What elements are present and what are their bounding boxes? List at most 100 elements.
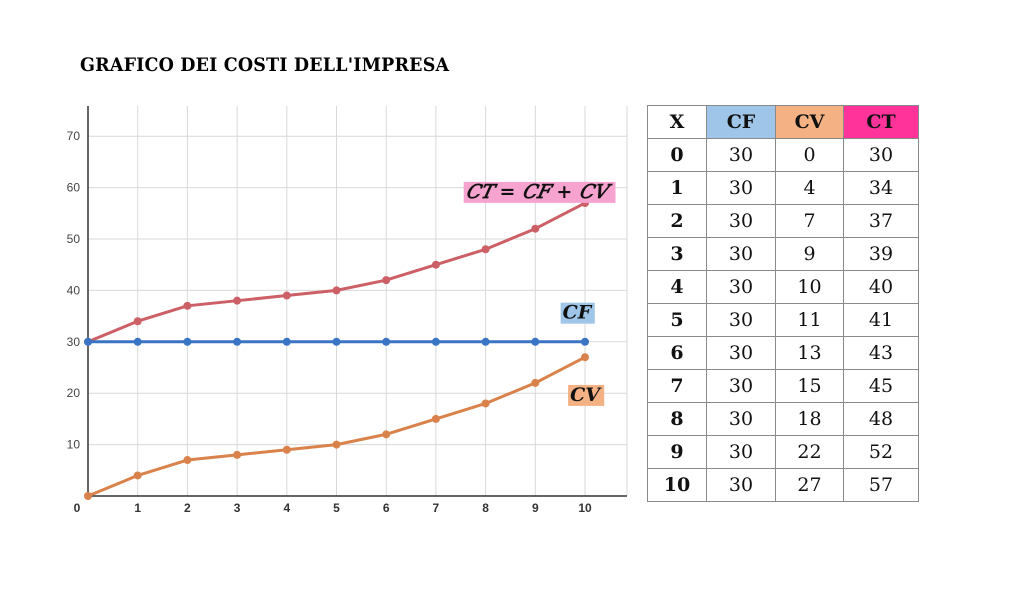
- header-ct: CT: [843, 105, 919, 139]
- data-point-ct: [382, 276, 391, 285]
- table-row: 1 30 4 34: [647, 171, 919, 205]
- y-tick-label: 20: [67, 386, 81, 400]
- data-point-cv: [531, 378, 540, 387]
- data-point-ct: [133, 317, 142, 326]
- annotation-text: 𝐶𝑇 = 𝐶𝐹 + 𝐶𝑉: [466, 181, 614, 203]
- table-row: 5 30 11 41: [647, 303, 919, 337]
- x-tick-label: 5: [333, 501, 340, 515]
- data-point-cv: [332, 440, 341, 449]
- data-point-cv: [282, 445, 291, 454]
- cell-x: 0: [647, 138, 707, 172]
- cell-cv: 22: [775, 435, 844, 469]
- table-row: 4 30 10 40: [647, 270, 919, 304]
- data-point-cf: [233, 337, 242, 346]
- table-body: 0 30 0 30 1 30 4 34 2 30 7 37 3 30 9 39 4 30 10 40 5 30 11 41 6 3…: [647, 138, 919, 502]
- cost-chart: 10 20 30 40 50 60 70 0 1 2 3 4 5 6 7 8 9 10 𝐶𝑇 = 𝐶𝐹 + 𝐶𝑉 𝑪𝑭…: [67, 106, 628, 515]
- x-tick-label: 2: [184, 501, 191, 515]
- data-point-ct: [282, 291, 291, 300]
- cell-x: 2: [647, 204, 707, 238]
- cell-ct: 39: [843, 237, 919, 271]
- table-row: 10 30 27 57: [647, 468, 919, 502]
- cell-cv: 18: [775, 402, 844, 436]
- y-tick-label: 50: [67, 232, 81, 246]
- cell-x: 3: [647, 237, 707, 271]
- data-point-cv: [133, 471, 142, 480]
- cell-cv: 11: [775, 303, 844, 337]
- cell-cv: 15: [775, 369, 844, 403]
- cell-ct: 43: [843, 336, 919, 370]
- page-title: GRAFICO DEI COSTI DELL'IMPRESA: [80, 54, 450, 76]
- data-point-cf: [84, 337, 92, 346]
- cell-cf: 30: [706, 336, 776, 370]
- cell-ct: 30: [843, 138, 919, 172]
- x-tick-label: 10: [578, 501, 592, 515]
- cell-cv: 10: [775, 270, 844, 304]
- data-point-cv: [233, 450, 242, 459]
- annotation-ct: 𝐶𝑇 = 𝐶𝐹 + 𝐶𝑉: [463, 181, 616, 203]
- cell-cf: 30: [706, 204, 776, 238]
- data-point-cf: [581, 337, 589, 346]
- table-header-row: X CF CV CT: [647, 105, 919, 139]
- cell-x: 10: [647, 468, 707, 502]
- table-row: 7 30 15 45: [647, 369, 919, 403]
- cell-cv: 9: [775, 237, 844, 271]
- cell-cf: 30: [706, 138, 776, 172]
- header-cv: CV: [775, 105, 844, 139]
- annotation-bg: [560, 302, 595, 324]
- data-point-cf: [531, 337, 540, 346]
- cell-cf: 30: [706, 270, 776, 304]
- data-point-cf: [431, 337, 440, 346]
- data-point-cv: [183, 456, 192, 465]
- data-point-cv: [382, 430, 391, 439]
- data-point-cf: [382, 337, 391, 346]
- x-tick-label: 0: [74, 501, 81, 515]
- data-point-ct: [233, 296, 242, 305]
- data-point-ct: [183, 301, 192, 310]
- y-tick-label: 60: [67, 181, 81, 195]
- cell-cf: 30: [706, 171, 776, 205]
- table-row: 0 30 0 30: [647, 138, 919, 172]
- cell-x: 4: [647, 270, 707, 304]
- data-point-cf: [282, 337, 291, 346]
- cell-cv: 4: [775, 171, 844, 205]
- cell-ct: 48: [843, 402, 919, 436]
- table-row: 2 30 7 37: [647, 204, 919, 238]
- data-point-ct: [531, 224, 540, 233]
- y-tick-label: 10: [67, 438, 81, 452]
- data-point-cf: [133, 337, 142, 346]
- x-tick-label: 3: [234, 501, 241, 515]
- table-row: 8 30 18 48: [647, 402, 919, 436]
- cell-cv: 0: [775, 138, 844, 172]
- cell-ct: 41: [843, 303, 919, 337]
- x-tick-label: 4: [283, 501, 290, 515]
- cell-cf: 30: [706, 369, 776, 403]
- y-tick-label: 70: [67, 129, 81, 143]
- cell-x: 9: [647, 435, 707, 469]
- cell-cv: 7: [775, 204, 844, 238]
- cell-ct: 40: [843, 270, 919, 304]
- y-tick-label: 40: [67, 283, 81, 297]
- cell-x: 6: [647, 336, 707, 370]
- cell-cv: 27: [775, 468, 844, 502]
- annotation-cv: 𝑪𝑽: [568, 384, 605, 406]
- cell-ct: 52: [843, 435, 919, 469]
- cell-x: 5: [647, 303, 707, 337]
- annotation-bg: [568, 384, 605, 406]
- cell-cf: 30: [706, 303, 776, 337]
- header-x: X: [647, 105, 707, 139]
- annotation-cf: 𝑪𝑭: [560, 302, 595, 324]
- x-tick-label: 9: [532, 501, 539, 515]
- data-point-cf: [183, 337, 192, 346]
- cell-cv: 13: [775, 336, 844, 370]
- cell-ct: 45: [843, 369, 919, 403]
- annotation-text: 𝑪𝑭: [563, 302, 593, 324]
- data-point-cv: [481, 399, 490, 408]
- data-point-ct: [431, 260, 440, 269]
- cell-cf: 30: [706, 402, 776, 436]
- table-row: 6 30 13 43: [647, 336, 919, 370]
- cost-table: X CF CV CT 0 30 0 30 1 30 4 34 2 30 7 37 3 30 9 39 4 30 10…: [647, 105, 919, 502]
- y-tick-label: 30: [67, 335, 81, 349]
- x-tick-label: 8: [482, 501, 489, 515]
- cell-x: 1: [647, 171, 707, 205]
- x-tick-label: 6: [383, 501, 390, 515]
